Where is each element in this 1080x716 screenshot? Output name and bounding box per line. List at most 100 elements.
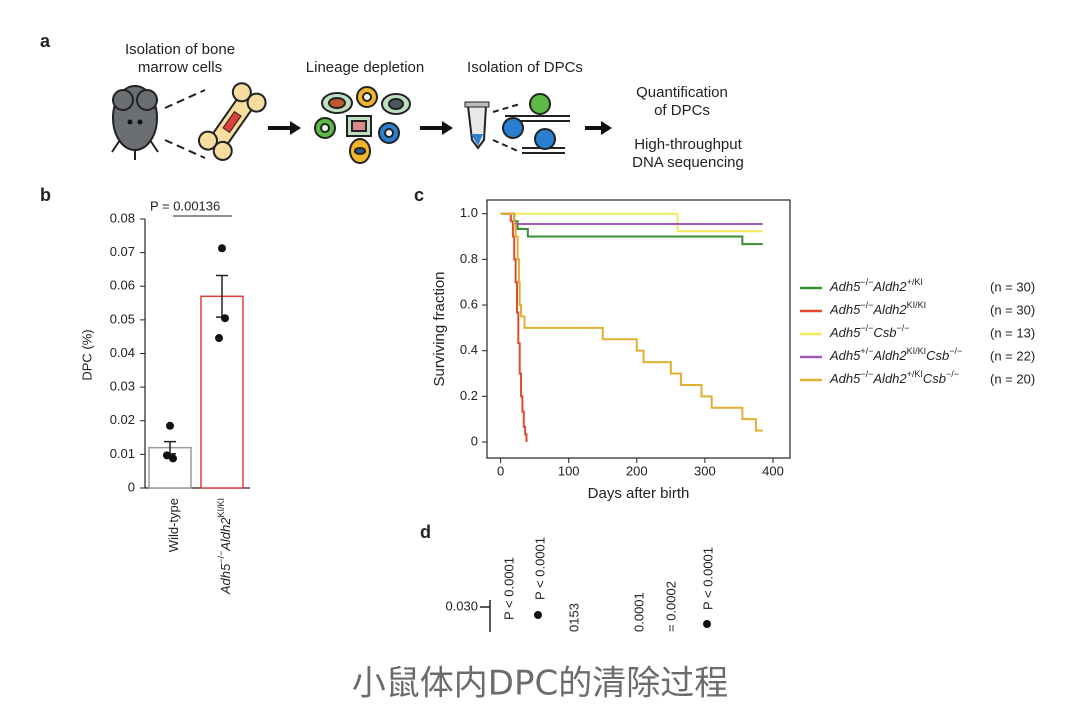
arrow-head (290, 121, 301, 135)
p-value-label: 0153 (566, 603, 581, 632)
p-value-label: P < 0.0001 (700, 547, 715, 610)
legend-n: (n = 30) (990, 279, 1035, 294)
p-value-label: P < 0.0001 (501, 557, 516, 620)
legend-label: Adh5+/−Aldh2KI/KICsb−/− (829, 346, 962, 363)
legend-label: Adh5−/−Csb−/− (829, 323, 910, 340)
panel-label: b (40, 185, 51, 205)
step-label: of DPCs (654, 102, 710, 119)
x-tick-label: 400 (762, 463, 784, 478)
survival-line (500, 212, 763, 233)
label-part: +/− (860, 346, 873, 356)
data-point (163, 451, 171, 460)
dashed-lines (164, 89, 206, 159)
x-tick-label: Adh5−/−Aldh2KI/KI (216, 498, 233, 595)
panel-label: a (40, 31, 51, 51)
x-tick-label: 300 (694, 463, 716, 478)
label-part: −/− (897, 323, 910, 333)
x-tick-label: 200 (626, 463, 648, 478)
label-part: Adh5 (829, 325, 861, 340)
y-tick-label: 0.04 (110, 345, 135, 360)
x-tick-label: Wild-type (166, 498, 181, 552)
label-part: −/− (216, 551, 226, 564)
legend-n: (n = 20) (990, 371, 1035, 386)
legend-label: Adh5−/−Aldh2KI/KI (829, 300, 926, 317)
step-label: marrow cells (138, 59, 222, 76)
legend-n: (n = 13) (990, 325, 1035, 340)
label-part: KI/KI (216, 498, 226, 518)
p-value-label: P < 0.0001 (532, 537, 547, 600)
panel-label: c (414, 185, 424, 205)
label-part: −/− (860, 277, 873, 287)
label-part: Adh5 (829, 279, 861, 294)
label-part: +/KI (907, 277, 923, 287)
y-axis-label: DPC (%) (79, 329, 94, 380)
label-part: Adh5 (829, 348, 861, 363)
dashed-lines (492, 103, 521, 153)
bone-icon (197, 82, 267, 161)
label-part: Aldh2 (872, 371, 907, 386)
y-tick-label: 0 (471, 433, 478, 448)
step-label: Isolation of DPCs (467, 59, 583, 76)
label-part: Adh5 (218, 563, 233, 595)
y-tick-label: 0 (128, 479, 135, 494)
y-tick-label: 0.01 (110, 446, 135, 461)
label-part: Csb (923, 371, 946, 386)
label-part: Aldh2 (872, 348, 907, 363)
label-part: −/− (860, 369, 873, 379)
y-tick-label: 0.08 (110, 210, 135, 225)
arrow-head (601, 121, 612, 135)
y-axis-label: Surviving fraction (431, 271, 448, 386)
mouse-icon (111, 85, 159, 160)
tube-icon (464, 101, 490, 150)
bar (200, 295, 244, 489)
step-label: Isolation of bone (125, 41, 235, 58)
x-tick-label: 0 (497, 463, 504, 478)
y-tick-label: 0.03 (110, 379, 135, 394)
legend-n: (n = 22) (990, 348, 1035, 363)
label-part: Aldh2 (872, 302, 907, 317)
step-label: High-throughput (634, 136, 742, 153)
data-point (221, 314, 229, 323)
label-part: KI/KI (907, 300, 927, 310)
p-value-label: 0.0001 (631, 592, 646, 632)
step-label: DNA sequencing (632, 154, 744, 171)
arrow-head (442, 121, 453, 135)
label-part: Adh5 (829, 302, 861, 317)
panel-label: d (420, 522, 431, 542)
label-part: KI/KI (907, 346, 927, 356)
survival-line (500, 212, 763, 432)
data-dot (703, 620, 711, 628)
p-value-label: = 0.0002 (663, 581, 678, 632)
y-tick-label: 0.030 (445, 598, 478, 613)
legend-label: Adh5−/−Aldh2+/KICsb−/− (829, 369, 959, 386)
p-value-label: P = 0.00136 (150, 198, 220, 213)
label-part: Aldh2 (218, 517, 233, 552)
legend-n: (n = 30) (990, 302, 1035, 317)
y-tick-label: 0.06 (110, 278, 135, 293)
label-part: −/− (860, 300, 873, 310)
data-point (215, 334, 223, 343)
label-part: −/− (946, 369, 959, 379)
y-tick-label: 0.2 (460, 388, 478, 403)
label-part: Csb (926, 348, 949, 363)
axis-stub (480, 600, 491, 632)
y-tick-label: 0.05 (110, 311, 135, 326)
data-point (166, 421, 174, 430)
y-tick-label: 0.6 (460, 296, 478, 311)
y-tick-label: 0.8 (460, 251, 478, 266)
caption: 小鼠体内DPC的清除过程 (352, 664, 728, 704)
y-tick-label: 0.02 (110, 412, 135, 427)
x-tick-label: 100 (558, 463, 580, 478)
label-part: Csb (873, 325, 896, 340)
survival-line (500, 212, 528, 443)
step-label: Quantification (636, 84, 728, 101)
y-tick-label: 1.0 (460, 205, 478, 220)
label-part: −/− (949, 346, 962, 356)
label-part: Adh5 (829, 371, 861, 386)
label-part: Wild-type (166, 498, 181, 552)
plot-frame (486, 199, 791, 459)
data-point (169, 454, 177, 463)
step-label: Lineage depletion (306, 59, 424, 76)
cells-icon (314, 86, 411, 164)
